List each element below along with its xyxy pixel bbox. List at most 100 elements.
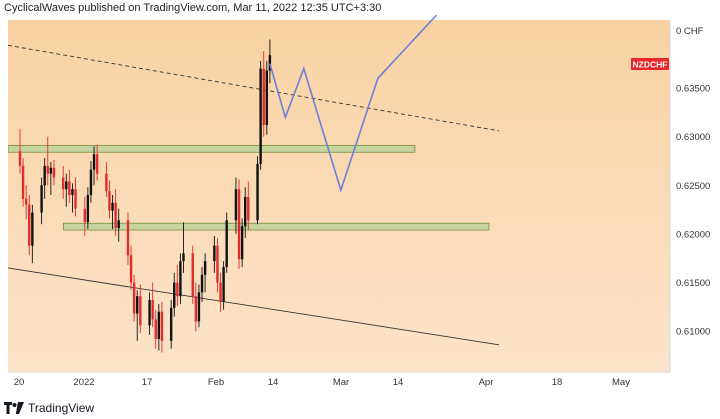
candle-body	[197, 292, 201, 322]
candle-body	[129, 255, 133, 283]
price-axis[interactable]: 0 CHF 0.63500 0.63000 0.62500 0.62000 0.6150…	[676, 26, 710, 338]
time-tick-label: 20	[14, 377, 25, 388]
candle	[225, 212, 228, 273]
trendlines[interactable]	[8, 44, 499, 346]
candle	[111, 195, 114, 230]
candle	[126, 212, 130, 266]
candle	[259, 60, 262, 170]
candle-body	[43, 165, 46, 186]
candle-body	[28, 204, 31, 246]
tradingview-logo-icon	[4, 402, 24, 414]
candle-body	[92, 154, 96, 170]
candle-body	[240, 226, 244, 260]
candle	[136, 290, 139, 341]
plot-area[interactable]	[8, 20, 670, 372]
time-tick-label: 14	[393, 377, 404, 388]
candle-body	[203, 261, 207, 275]
candle-body	[259, 68, 262, 164]
candle-body	[154, 319, 157, 339]
candle-body	[265, 70, 268, 126]
candle-body	[46, 165, 49, 174]
trendline-dashed[interactable]	[8, 44, 499, 132]
candle	[46, 136, 49, 186]
candle-body	[160, 311, 164, 341]
candle	[173, 272, 176, 317]
footer-brand: TradingView	[28, 401, 95, 415]
candle	[213, 235, 216, 273]
candle	[114, 189, 117, 236]
candle	[31, 204, 34, 264]
candle-body	[83, 208, 86, 223]
candle-body	[74, 189, 77, 209]
candle-body	[24, 198, 28, 205]
trendline-solid[interactable]	[8, 267, 499, 346]
candle	[105, 161, 108, 197]
candle	[160, 301, 164, 353]
zone-1[interactable]	[8, 145, 416, 153]
candle-body	[132, 282, 136, 314]
candle	[117, 208, 120, 242]
candle	[194, 282, 198, 332]
candle-body	[151, 300, 154, 320]
candle-body	[179, 261, 182, 297]
candle	[219, 272, 222, 312]
time-axis[interactable]: 20 2022 17 Feb 14 Mar 14 Apr 18 May	[14, 377, 631, 388]
candle	[21, 158, 25, 207]
candle	[108, 180, 111, 219]
projection-path[interactable]	[269, 14, 438, 193]
candle-body	[182, 253, 185, 262]
projection-line	[269, 14, 438, 193]
candle-body	[173, 282, 176, 308]
price-axis-unit: 0 CHF	[676, 26, 704, 37]
candle	[95, 144, 99, 181]
candle-body	[139, 296, 142, 326]
footer: TradingView	[4, 401, 94, 415]
candle-body	[136, 296, 139, 314]
price-tick-label: 0.61500	[676, 278, 710, 289]
candle	[169, 300, 173, 349]
price-tick-label: 0.62000	[676, 229, 710, 240]
candle	[176, 265, 179, 306]
candle-body	[169, 307, 173, 341]
symbol-badge-bg	[631, 58, 669, 70]
candle	[203, 253, 207, 293]
candle	[247, 181, 250, 231]
candle	[244, 187, 247, 238]
candle-body	[111, 202, 114, 211]
candle	[61, 165, 65, 199]
candle-body	[157, 311, 161, 339]
candle	[18, 128, 22, 174]
candle	[139, 284, 142, 334]
candle-body	[148, 300, 151, 326]
candle-body	[194, 296, 198, 322]
candle	[256, 156, 259, 225]
candle	[68, 169, 71, 203]
candle	[71, 183, 74, 213]
candle	[92, 146, 96, 186]
candle-body	[225, 220, 228, 267]
candle-body	[31, 212, 34, 246]
time-tick-label: 18	[552, 377, 563, 388]
candle	[49, 161, 53, 196]
candle	[265, 60, 268, 135]
candle-body	[126, 220, 130, 256]
candle	[43, 158, 46, 199]
zone-2[interactable]	[63, 222, 490, 231]
candle-body	[247, 196, 250, 221]
publisher-line: CyclicalWaves published on TradingView.c…	[4, 2, 382, 14]
support-resistance-zones[interactable]	[8, 145, 490, 231]
price-tick-label: 0.61000	[676, 327, 710, 338]
candle	[268, 39, 272, 84]
candle-body	[89, 169, 93, 196]
price-tick-label: 0.63500	[676, 84, 710, 95]
candle-body	[21, 165, 25, 199]
candle-body	[219, 282, 222, 302]
candle	[74, 177, 77, 217]
candle	[197, 284, 201, 328]
candle-body	[200, 274, 204, 293]
candle	[83, 196, 86, 236]
candle	[129, 245, 133, 291]
candle	[65, 173, 68, 207]
candle-body	[262, 68, 265, 126]
